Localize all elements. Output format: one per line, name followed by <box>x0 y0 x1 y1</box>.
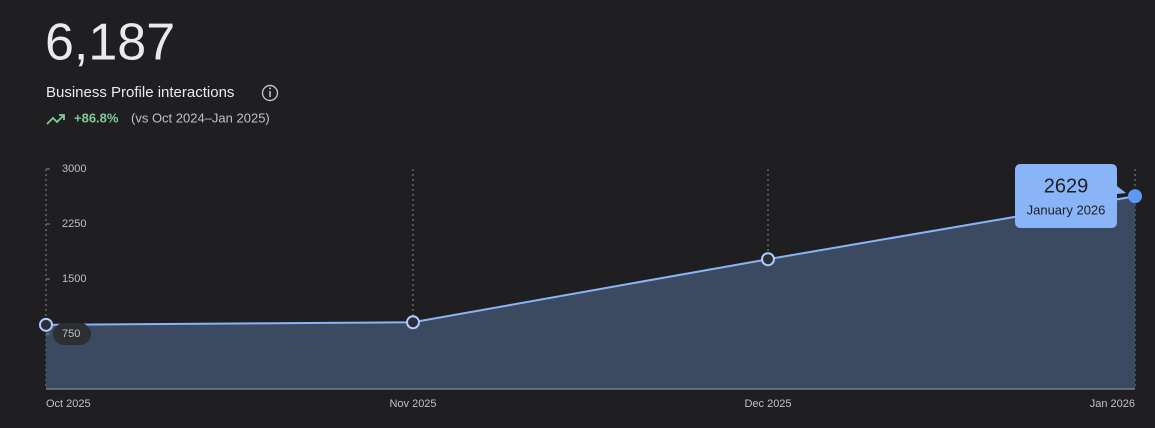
change: +86.8% <box>74 110 119 125</box>
comparison: (vs Oct 2024–Jan 2025) <box>131 110 270 125</box>
y-tick-label: 2250 <box>62 218 86 230</box>
x-tick-label: Oct 2025 <box>46 398 91 410</box>
metric-label: Business Profile interactions <box>46 84 234 101</box>
point <box>406 315 420 330</box>
x-tick-label: Jan 2026 <box>1090 398 1135 410</box>
y-tick-label: 3000 <box>62 163 86 175</box>
line <box>45 195 1136 326</box>
tooltip-box <box>1015 164 1126 228</box>
point <box>761 252 775 267</box>
total: 6,187 <box>45 14 175 72</box>
y-tick-label: 750 <box>62 328 80 340</box>
trend-icon <box>46 114 65 125</box>
area <box>46 196 1135 389</box>
point <box>1128 189 1142 204</box>
x-tick-label: Dec 2025 <box>744 398 791 410</box>
tooltip-value: 2629 <box>1044 175 1089 197</box>
tooltip-label: January 2026 <box>1027 202 1106 217</box>
plot: 750 1500 2250 3000 Oct 2025 Nov 2025 Dec 2025 J… <box>39 163 1142 410</box>
x-tick-label: Nov 2025 <box>389 398 436 410</box>
tick-pill <box>53 323 91 345</box>
y-tick-label: 1500 <box>62 273 86 285</box>
point <box>39 317 53 332</box>
info-icon[interactable] <box>261 84 279 102</box>
